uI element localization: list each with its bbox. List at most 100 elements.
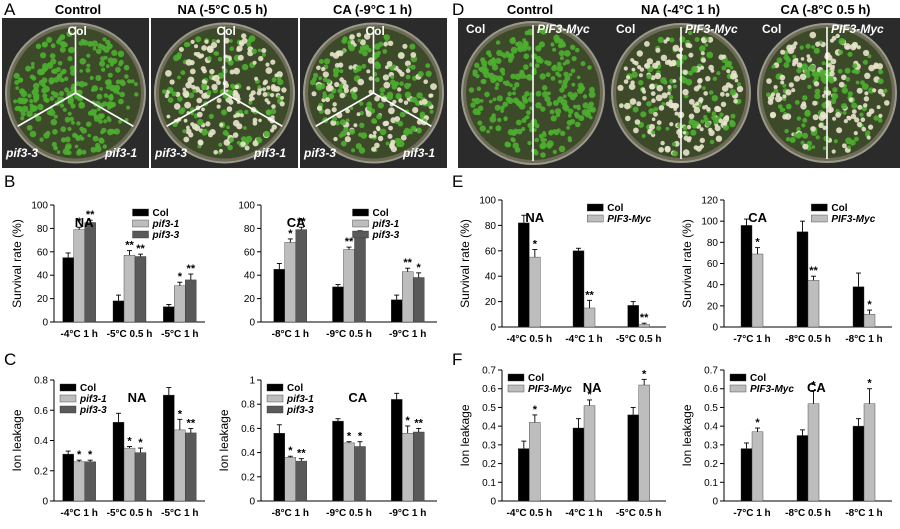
sig-mark-f2-pif3-myc-0: * [755, 417, 760, 429]
sig-mark-e1-pif3-myc-2: ** [640, 312, 649, 324]
y-tick-label-b1-4: 80 [37, 224, 49, 235]
y-tick-label-e2-1: 20 [707, 301, 719, 312]
legend-swatch-e1-pif3-myc [587, 214, 604, 223]
bar-b2-pif3-3-2 [412, 277, 425, 323]
sig-mark-f1-pif3-myc-1: * [587, 389, 592, 401]
panel-letter-f: F [452, 350, 463, 369]
x-tick-label-f2-0: -7°C 1 h [733, 508, 770, 519]
panel-letter-c: C [4, 350, 17, 369]
bar-f1-col-0 [518, 448, 530, 502]
y-tick-label-f2-6: 0.6 [704, 384, 718, 395]
sig-mark-c2-pif3-1-2: * [406, 415, 411, 427]
legend-swatch-c1-col [59, 383, 77, 392]
y-tick-label-e1-5: 100 [479, 196, 496, 207]
chart-title-f2: CA [807, 380, 826, 395]
y-tick-label-f2-3: 0.3 [704, 440, 718, 451]
y-tick-label-e2-6: 120 [701, 196, 718, 207]
legend-label-c1-pif3-3: pif3-3 [79, 405, 107, 416]
bar-e2-col-0 [740, 225, 753, 328]
panel-a-plate-3-label-left: pif3-3 [304, 146, 337, 160]
x-tick-label-f2-2: -8°C 1 h [845, 508, 882, 519]
chart-title-b2: CA [287, 215, 306, 230]
bar-c2-pif3-3-2 [412, 431, 425, 502]
x-tick-label-c2-1: -9°C 0.5 h [326, 508, 372, 519]
y-axis-label-c1: Ion leakage [10, 409, 24, 471]
bar-c2-col-2 [390, 399, 403, 502]
sig-mark-f1-pif3-myc-2: * [642, 368, 647, 380]
sig-mark-c1-pif3-3-1: * [138, 437, 143, 449]
bar-c2-col-0 [273, 433, 285, 502]
sig-mark-c2-pif3-1-1: * [347, 431, 352, 443]
y-tick-label-b1-2: 40 [37, 271, 49, 282]
y-tick-label-c2-3: 0.6 [241, 424, 255, 435]
legend-label-c2-col: Col [287, 383, 303, 394]
sig-mark-c2-pif3-3-2: ** [414, 417, 423, 429]
y-tick-label-c1-0: 0 [42, 497, 48, 508]
y-tick-label-c2-0: 0 [249, 497, 255, 508]
legend-swatch-b1-col [132, 208, 149, 217]
y-tick-label-b1-1: 20 [37, 294, 49, 305]
panel-a-plate-2 [151, 18, 298, 168]
bar-f2-pif3-myc-0 [751, 431, 764, 502]
x-tick-label-f1-2: -5°C 0.5 h [616, 508, 662, 519]
panel-d-plate-1-label-right: PIF3-Myc [537, 22, 590, 36]
bar-b2-pif3-1-0 [284, 242, 297, 323]
sig-mark-c1-pif3-3-0: * [88, 449, 93, 461]
bar-c1-pif3-3-1 [134, 452, 147, 502]
sig-mark-c1-pif3-1-2: * [178, 408, 183, 420]
bar-c2-pif3-3-1 [354, 446, 366, 502]
legend-label-b2-pif3-1: pif3-1 [372, 219, 400, 230]
y-tick-label-c1-1: 0.2 [34, 466, 48, 477]
x-tick-label-c1-1: -5°C 0.5 h [107, 508, 153, 519]
bar-c1-pif3-3-2 [185, 432, 197, 502]
legend-label-c1-col: Col [80, 383, 96, 394]
y-tick-label-c1-4: 0.8 [34, 376, 48, 387]
y-axis-label-f2: Ion leakage [680, 404, 694, 466]
y-tick-label-b2-2: 40 [244, 271, 256, 282]
bar-f1-pif3-myc-0 [529, 422, 541, 502]
y-tick-label-c1-2: 0.4 [34, 436, 48, 447]
y-tick-label-b1-0: 0 [42, 318, 48, 329]
y-tick-label-c2-5: 1 [249, 376, 255, 387]
legend-label-c2-pif3-3: pif3-3 [286, 405, 314, 416]
y-tick-label-e2-5: 100 [701, 217, 718, 228]
y-tick-label-f2-2: 0.2 [704, 459, 718, 470]
sig-mark-c2-pif3-1-0: * [288, 445, 293, 457]
y-tick-label-f1-3: 0.3 [482, 440, 496, 451]
legend-swatch-e1-col [587, 203, 604, 212]
x-tick-label-c2-2: -9°C 1 h [389, 508, 426, 519]
panel-d-title-2: NA (-4°C 1 h) [640, 2, 721, 17]
bar-c2-pif3-1-1 [343, 442, 355, 502]
legend-swatch-c2-pif3-3 [266, 405, 284, 414]
legend-swatch-b2-pif3-1 [352, 219, 369, 228]
bar-e1-pif3-myc-0 [529, 256, 541, 328]
sig-mark-b2-pif3-3-0: ** [297, 216, 306, 228]
legend-swatch-b1-pif3-3 [132, 230, 149, 239]
bar-b2-pif3-3-1 [354, 234, 366, 323]
x-tick-label-e1-2: -5°C 0.5 h [616, 334, 662, 345]
sig-mark-b2-pif3-1-2: ** [403, 257, 412, 269]
y-tick-label-e1-4: 80 [485, 221, 497, 232]
panel-a-title-1: Control [54, 2, 102, 17]
panel-d-plate-2 [608, 18, 754, 168]
y-tick-label-f1-7: 0.7 [482, 366, 496, 377]
sig-mark-b1-pif3-1-2: * [178, 271, 183, 283]
chart-title-e2: CA [748, 210, 767, 225]
bar-c1-pif3-1-1 [123, 447, 136, 502]
legend-label-b1-col: Col [153, 208, 169, 219]
legend-label-f2-pif3-myc: PIF3-Myc [750, 384, 794, 395]
panel-a-plate-1-label-right: pif3-1 [105, 146, 138, 160]
bar-b2-col-2 [390, 299, 403, 323]
y-axis-label-b1: Survival rate (%) [10, 219, 24, 308]
bar-e2-col-2 [852, 286, 865, 328]
bar-c2-pif3-1-2 [401, 433, 414, 502]
bar-e2-pif3-myc-0 [751, 253, 764, 328]
legend-label-b2-col: Col [373, 208, 389, 219]
sig-mark-b1-pif3-3-1: ** [136, 243, 145, 255]
panel-d-plate-3 [754, 18, 900, 168]
legend-label-e2-col: Col [831, 203, 847, 214]
legend-label-e2-pif3-myc: PIF3-Myc [831, 214, 875, 225]
bar-b2-col-0 [273, 269, 285, 323]
sig-mark-e1-pif3-myc-0: * [533, 239, 538, 251]
